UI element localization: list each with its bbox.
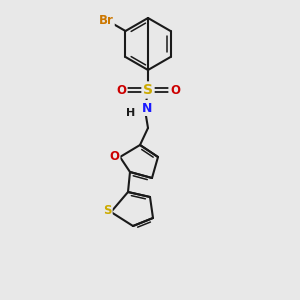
Text: O: O bbox=[116, 83, 126, 97]
Text: O: O bbox=[109, 151, 119, 164]
Text: S: S bbox=[103, 205, 111, 218]
Text: N: N bbox=[142, 101, 152, 115]
Text: S: S bbox=[143, 83, 153, 97]
Text: Br: Br bbox=[98, 14, 113, 28]
Text: O: O bbox=[170, 83, 180, 97]
Text: H: H bbox=[126, 108, 136, 118]
